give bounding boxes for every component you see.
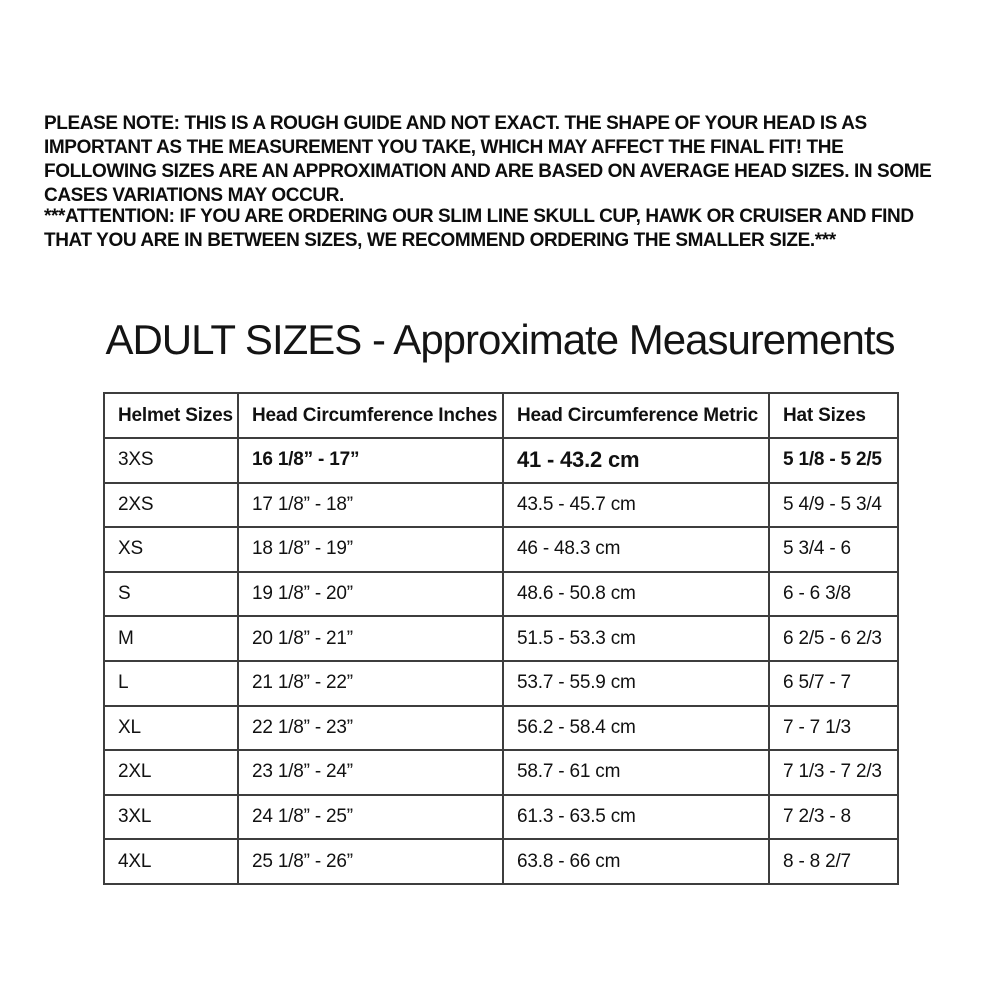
cell-hat-size: 6 - 6 3/8 (768, 570, 899, 618)
cell-helmet-size: XS (103, 526, 239, 573)
cell-metric: 53.7 - 55.9 cm (502, 659, 770, 707)
table-row: 3XS 16 1/8” - 17” 41 - 43.2 cm 5 1/8 - 5… (103, 437, 899, 484)
page-title: ADULT SIZES - Approximate Measurements (105, 316, 895, 363)
table-row: M 20 1/8” - 21” 51.5 - 53.3 cm 6 2/5 - 6… (103, 615, 899, 662)
cell-inches: 23 1/8” - 24” (237, 749, 504, 796)
table-row: S 19 1/8” - 20” 48.6 - 50.8 cm 6 - 6 3/8 (103, 570, 899, 618)
table-row: L 21 1/8” - 22” 53.7 - 55.9 cm 6 5/7 - 7 (103, 659, 899, 707)
cell-metric: 41 - 43.2 cm (502, 437, 770, 484)
cell-metric: 56.2 - 58.4 cm (502, 704, 770, 752)
table-row: 3XL 24 1/8” - 25” 61.3 - 63.5 cm 7 2/3 -… (103, 793, 899, 841)
cell-helmet-size: 4XL (103, 838, 239, 885)
cell-hat-size: 5 1/8 - 5 2/5 (768, 437, 899, 484)
header-circumference-metric: Head Circumference Metric (502, 392, 770, 439)
cell-metric: 58.7 - 61 cm (502, 749, 770, 796)
cell-inches: 25 1/8” - 26” (237, 838, 504, 885)
cell-metric: 46 - 48.3 cm (502, 526, 770, 573)
cell-inches: 21 1/8” - 22” (237, 659, 504, 707)
cell-hat-size: 5 3/4 - 6 (768, 526, 899, 573)
table-row: 2XL 23 1/8” - 24” 58.7 - 61 cm 7 1/3 - 7… (103, 749, 899, 796)
cell-helmet-size: 3XL (103, 793, 239, 841)
cell-hat-size: 7 - 7 1/3 (768, 704, 899, 752)
cell-helmet-size: S (103, 570, 239, 618)
cell-hat-size: 7 1/3 - 7 2/3 (768, 749, 899, 796)
header-helmet-sizes: Helmet Sizes (103, 392, 239, 439)
cell-inches: 22 1/8” - 23” (237, 704, 504, 752)
cell-hat-size: 6 2/5 - 6 2/3 (768, 615, 899, 662)
cell-inches: 20 1/8” - 21” (237, 615, 504, 662)
header-circumference-inches: Head Circumference Inches (237, 392, 504, 439)
cell-metric: 63.8 - 66 cm (502, 838, 770, 885)
header-hat-sizes: Hat Sizes (768, 392, 899, 439)
cell-metric: 43.5 - 45.7 cm (502, 481, 770, 529)
cell-hat-size: 5 4/9 - 5 3/4 (768, 481, 899, 529)
cell-metric: 61.3 - 63.5 cm (502, 793, 770, 841)
cell-helmet-size: 2XS (103, 481, 239, 529)
note-paragraph: PLEASE NOTE: THIS IS A ROUGH GUIDE AND N… (44, 113, 932, 206)
attention-paragraph: ***ATTENTION: IF YOU ARE ORDERING OUR SL… (44, 206, 914, 251)
table-row: 4XL 25 1/8” - 26” 63.8 - 66 cm 8 - 8 2/7 (103, 838, 899, 885)
cell-inches: 24 1/8” - 25” (237, 793, 504, 841)
adult-sizes-table: Helmet Sizes Head Circumference Inches H… (103, 392, 899, 885)
cell-inches: 16 1/8” - 17” (237, 437, 504, 484)
table-row: 2XS 17 1/8” - 18” 43.5 - 45.7 cm 5 4/9 -… (103, 481, 899, 529)
cell-helmet-size: 3XS (103, 437, 239, 484)
cell-hat-size: 6 5/7 - 7 (768, 659, 899, 707)
cell-metric: 51.5 - 53.3 cm (502, 615, 770, 662)
cell-helmet-size: L (103, 659, 239, 707)
cell-hat-size: 8 - 8 2/7 (768, 838, 899, 885)
cell-hat-size: 7 2/3 - 8 (768, 793, 899, 841)
cell-helmet-size: XL (103, 704, 239, 752)
table-header-row: Helmet Sizes Head Circumference Inches H… (103, 392, 899, 439)
cell-metric: 48.6 - 50.8 cm (502, 570, 770, 618)
table-row: XL 22 1/8” - 23” 56.2 - 58.4 cm 7 - 7 1/… (103, 704, 899, 752)
cell-inches: 19 1/8” - 20” (237, 570, 504, 618)
cell-helmet-size: M (103, 615, 239, 662)
cell-helmet-size: 2XL (103, 749, 239, 796)
table-row: XS 18 1/8” - 19” 46 - 48.3 cm 5 3/4 - 6 (103, 526, 899, 573)
cell-inches: 18 1/8” - 19” (237, 526, 504, 573)
cell-inches: 17 1/8” - 18” (237, 481, 504, 529)
